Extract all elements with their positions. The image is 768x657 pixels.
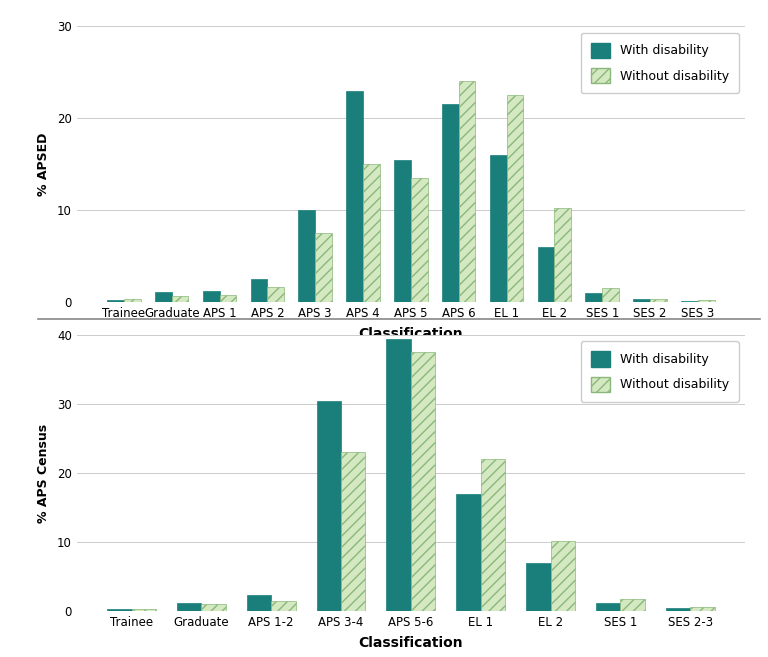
Y-axis label: % APSED: % APSED — [37, 133, 50, 196]
Bar — [131, 609, 156, 611]
Bar — [315, 233, 332, 302]
Bar — [621, 599, 645, 611]
Bar — [698, 300, 714, 302]
Bar — [666, 608, 690, 611]
Bar — [456, 494, 481, 611]
Bar — [411, 178, 428, 302]
Bar — [108, 300, 124, 302]
Bar — [554, 208, 571, 302]
Bar — [201, 604, 226, 611]
Bar — [363, 164, 380, 302]
Bar — [172, 296, 188, 302]
Bar — [271, 600, 296, 611]
Bar — [490, 155, 507, 302]
Bar — [458, 81, 475, 302]
Bar — [155, 292, 172, 302]
X-axis label: Classification: Classification — [359, 636, 463, 650]
Bar — [341, 452, 366, 611]
Bar — [394, 160, 411, 302]
Bar — [585, 293, 602, 302]
Bar — [690, 607, 714, 611]
Bar — [220, 295, 237, 302]
Bar — [108, 609, 131, 611]
X-axis label: Classification: Classification — [359, 327, 463, 341]
Bar — [596, 602, 621, 611]
Y-axis label: % APS Census: % APS Census — [37, 424, 50, 522]
Bar — [346, 91, 363, 302]
Bar — [481, 459, 505, 611]
Bar — [177, 603, 201, 611]
Bar — [551, 541, 575, 611]
Bar — [602, 288, 619, 302]
Bar — [299, 210, 315, 302]
Bar — [386, 338, 411, 611]
Bar — [203, 291, 220, 302]
Bar — [507, 95, 523, 302]
Legend: With disability, Without disability: With disability, Without disability — [581, 33, 739, 93]
Bar — [411, 352, 435, 611]
Legend: With disability, Without disability: With disability, Without disability — [581, 342, 739, 402]
Bar — [634, 298, 650, 302]
Bar — [250, 279, 267, 302]
Bar — [538, 247, 554, 302]
Bar — [124, 298, 141, 302]
Bar — [650, 300, 667, 302]
Bar — [316, 401, 341, 611]
Bar — [267, 286, 284, 302]
Bar — [247, 595, 271, 611]
Bar — [442, 104, 458, 302]
Bar — [526, 562, 551, 611]
